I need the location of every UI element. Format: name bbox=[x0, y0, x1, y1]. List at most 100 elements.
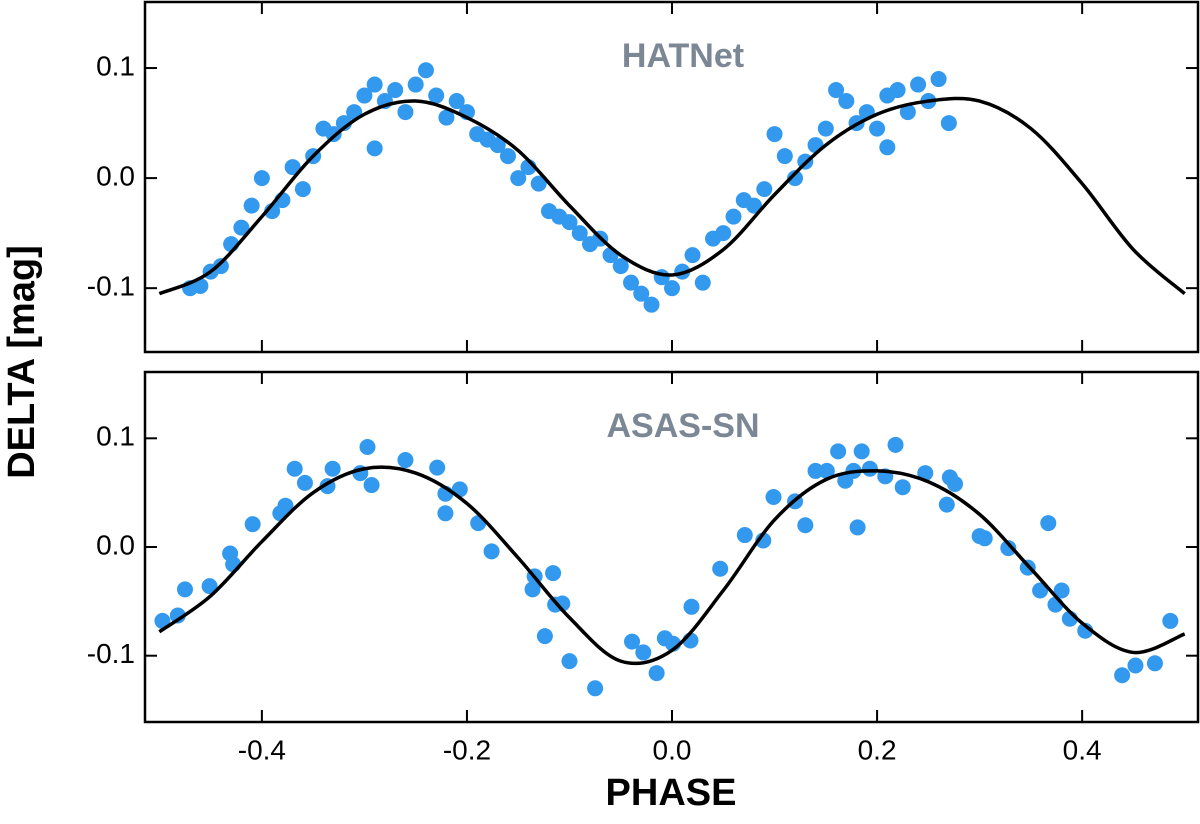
data-point bbox=[1162, 612, 1179, 629]
data-point bbox=[154, 612, 171, 629]
data-point bbox=[889, 82, 906, 99]
data-point bbox=[244, 516, 261, 533]
x-tick-label: 0.4 bbox=[1063, 734, 1102, 765]
data-point bbox=[797, 517, 814, 534]
data-point bbox=[1040, 515, 1057, 532]
data-point bbox=[807, 462, 824, 479]
data-point bbox=[1032, 582, 1049, 599]
data-point bbox=[947, 475, 963, 492]
data-point bbox=[489, 137, 506, 154]
data-point bbox=[499, 148, 516, 165]
data-point bbox=[894, 479, 911, 496]
data-point bbox=[664, 280, 681, 297]
data-point bbox=[545, 565, 562, 582]
data-point bbox=[530, 175, 547, 192]
data-point bbox=[623, 274, 639, 291]
data-point bbox=[212, 258, 229, 275]
y-tick-label: 0.0 bbox=[96, 160, 135, 191]
data-point bbox=[294, 181, 311, 198]
data-point bbox=[296, 474, 313, 491]
data-point bbox=[417, 62, 434, 79]
data-point bbox=[438, 109, 455, 126]
data-point bbox=[524, 581, 541, 598]
data-point bbox=[429, 459, 446, 476]
data-point bbox=[633, 285, 650, 302]
data-point bbox=[366, 76, 383, 93]
data-point bbox=[407, 76, 424, 93]
data-point bbox=[817, 120, 834, 137]
x-axis-label: PHASE bbox=[606, 772, 737, 814]
data-point bbox=[510, 170, 527, 187]
data-point bbox=[887, 436, 904, 453]
data-point bbox=[976, 530, 993, 547]
data-point bbox=[725, 208, 742, 225]
data-point bbox=[838, 93, 855, 110]
data-point bbox=[938, 496, 955, 513]
data-point bbox=[1053, 582, 1070, 599]
data-point bbox=[715, 225, 732, 242]
data-point bbox=[571, 225, 588, 242]
data-point bbox=[284, 159, 301, 176]
x-tick-label: -0.4 bbox=[238, 734, 286, 765]
data-point bbox=[683, 598, 700, 615]
data-point bbox=[286, 460, 303, 477]
data-point bbox=[899, 104, 916, 121]
data-point bbox=[818, 462, 835, 479]
data-point bbox=[324, 460, 341, 477]
data-point bbox=[624, 633, 641, 650]
panel-title: ASAS-SN bbox=[606, 407, 759, 445]
y-axis-label: DELTA [mag] bbox=[1, 245, 43, 479]
data-point bbox=[253, 170, 270, 187]
data-point bbox=[756, 181, 773, 198]
data-point bbox=[746, 197, 763, 214]
x-tick-label: 0.0 bbox=[653, 734, 692, 765]
data-point bbox=[169, 607, 186, 624]
data-point bbox=[643, 296, 660, 313]
data-point bbox=[869, 120, 886, 137]
data-point bbox=[917, 465, 934, 482]
data-point bbox=[849, 519, 866, 536]
data-point bbox=[930, 71, 947, 88]
y-tick-label: 0.1 bbox=[96, 421, 135, 452]
data-point bbox=[635, 644, 652, 661]
panel-title: HATNet bbox=[622, 37, 744, 75]
data-point bbox=[363, 477, 380, 494]
data-point bbox=[277, 497, 294, 514]
data-point bbox=[387, 82, 404, 99]
data-point bbox=[561, 653, 578, 670]
data-point bbox=[201, 578, 218, 595]
data-point bbox=[830, 443, 847, 460]
fit-line bbox=[158, 96, 1186, 296]
data-point bbox=[684, 247, 701, 264]
data-point bbox=[359, 439, 376, 455]
data-point bbox=[536, 628, 553, 645]
data-point bbox=[612, 258, 629, 275]
y-tick-label: -0.1 bbox=[87, 638, 135, 669]
data-point bbox=[910, 76, 927, 93]
data-point bbox=[1000, 540, 1017, 557]
data-point bbox=[765, 489, 782, 505]
data-point bbox=[776, 148, 793, 165]
x-tick-label: 0.2 bbox=[858, 734, 897, 765]
data-point bbox=[366, 140, 383, 157]
data-point bbox=[828, 82, 845, 99]
data-point bbox=[1127, 657, 1144, 674]
y-tick-label: -0.1 bbox=[87, 271, 135, 302]
data-point bbox=[428, 87, 445, 104]
data-point bbox=[712, 560, 729, 577]
data-point bbox=[1114, 667, 1131, 684]
data-point bbox=[243, 197, 260, 214]
data-point bbox=[397, 452, 414, 469]
data-point bbox=[766, 126, 783, 143]
data-point bbox=[437, 505, 454, 522]
data-point bbox=[561, 214, 578, 231]
data-point bbox=[192, 277, 209, 294]
data-point bbox=[861, 460, 878, 477]
data-point bbox=[356, 87, 373, 104]
data-point bbox=[940, 115, 957, 132]
data-point bbox=[879, 139, 896, 156]
data-point bbox=[483, 543, 500, 560]
data-point bbox=[233, 219, 250, 236]
data-point bbox=[694, 274, 711, 291]
